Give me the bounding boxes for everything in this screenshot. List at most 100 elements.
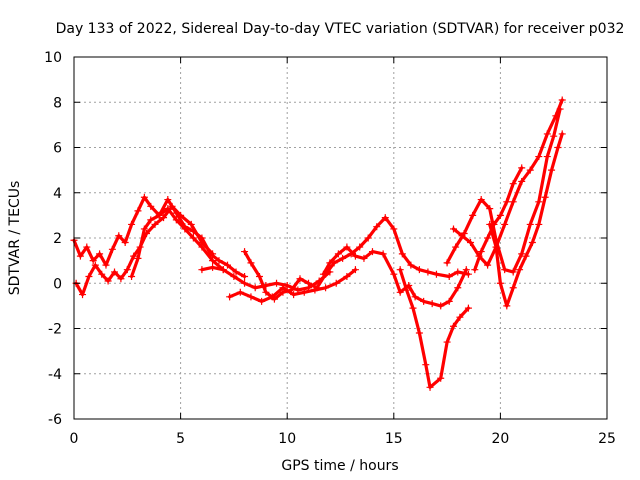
data-point (509, 198, 517, 206)
data-point (390, 270, 398, 278)
data-point (247, 259, 255, 267)
data-point (209, 257, 217, 265)
data-point (496, 279, 504, 287)
data-point (554, 144, 562, 151)
data-point (503, 198, 511, 206)
data-point (155, 211, 163, 219)
data-point (526, 166, 534, 174)
data-point (172, 216, 180, 224)
data-point (390, 225, 398, 233)
data-point (140, 193, 148, 201)
data-point (464, 304, 472, 312)
y-tick-label: -6 (48, 412, 62, 428)
data-point (543, 130, 551, 138)
data-point (187, 220, 195, 228)
data-point (160, 214, 168, 222)
data-point (396, 266, 404, 274)
data-point (104, 277, 112, 285)
y-tick-label: 2 (53, 231, 62, 247)
data-point (339, 254, 347, 262)
data-point (241, 279, 249, 287)
y-tick-label: -4 (48, 367, 62, 383)
data-point (396, 288, 404, 296)
data-point (403, 286, 411, 294)
data-point (270, 295, 278, 303)
data-point (492, 243, 500, 251)
data-point (296, 275, 304, 283)
data-point (198, 266, 206, 274)
x-tick-label: 10 (278, 431, 296, 447)
data-point (360, 254, 368, 262)
data-point (526, 220, 534, 228)
y-axis-label: SDTVAR / TECUs (7, 181, 23, 296)
data-point (283, 282, 291, 290)
data-point (76, 252, 84, 260)
data-point (172, 209, 180, 217)
data-point (79, 291, 87, 299)
data-point (130, 252, 138, 260)
data-point (209, 263, 217, 271)
data-point (543, 153, 551, 161)
data-point (287, 286, 295, 294)
series-line-arc-6 (243, 216, 470, 301)
data-point (528, 239, 536, 247)
data-point (490, 220, 498, 228)
data-point (548, 166, 556, 174)
data-point (189, 234, 197, 242)
grid-lines (74, 57, 607, 419)
data-point (445, 272, 453, 280)
data-point (464, 270, 472, 278)
data-point (215, 257, 223, 265)
data-point (484, 261, 492, 269)
data-point (477, 248, 485, 256)
data-point (443, 259, 451, 267)
data-point (443, 338, 451, 346)
data-series (70, 96, 566, 391)
data-point (85, 272, 93, 280)
data-point (496, 211, 504, 219)
data-point (415, 329, 423, 337)
data-point (462, 266, 470, 274)
data-point (241, 248, 249, 256)
data-point (379, 250, 387, 258)
x-tick-label: 5 (176, 431, 185, 447)
axis-ticks: 0 5 10 15 20 25 -6 -4 -2 0 2 4 6 8 10 (44, 50, 616, 447)
data-point (407, 261, 415, 269)
data-point (541, 193, 549, 201)
data-point (522, 252, 530, 260)
data-point (398, 250, 406, 258)
data-point (456, 313, 464, 321)
data-point (535, 220, 543, 228)
data-point (501, 266, 509, 274)
data-point (449, 322, 457, 330)
data-point (226, 293, 234, 301)
y-tick-label: 8 (53, 95, 62, 111)
series-line-arc-7 (321, 245, 468, 308)
data-point (437, 374, 445, 382)
data-point (484, 234, 492, 242)
data-point (535, 153, 543, 161)
data-point (471, 266, 479, 274)
data-point (108, 245, 116, 253)
data-point (230, 272, 238, 280)
data-point (516, 266, 524, 274)
data-point (117, 275, 125, 283)
data-point (454, 284, 462, 292)
data-point (422, 361, 430, 369)
data-point (558, 130, 566, 138)
data-point (518, 177, 526, 185)
data-point (198, 234, 206, 242)
data-point (140, 225, 148, 233)
x-axis-label: GPS time / hours (281, 458, 398, 474)
data-point (91, 261, 99, 269)
data-point (134, 207, 142, 215)
data-point (322, 284, 330, 292)
data-point (501, 220, 509, 228)
data-point (128, 220, 136, 228)
data-point (415, 266, 423, 274)
data-point (206, 250, 214, 258)
data-point (469, 211, 477, 219)
data-point (343, 243, 351, 251)
data-point (381, 214, 389, 222)
